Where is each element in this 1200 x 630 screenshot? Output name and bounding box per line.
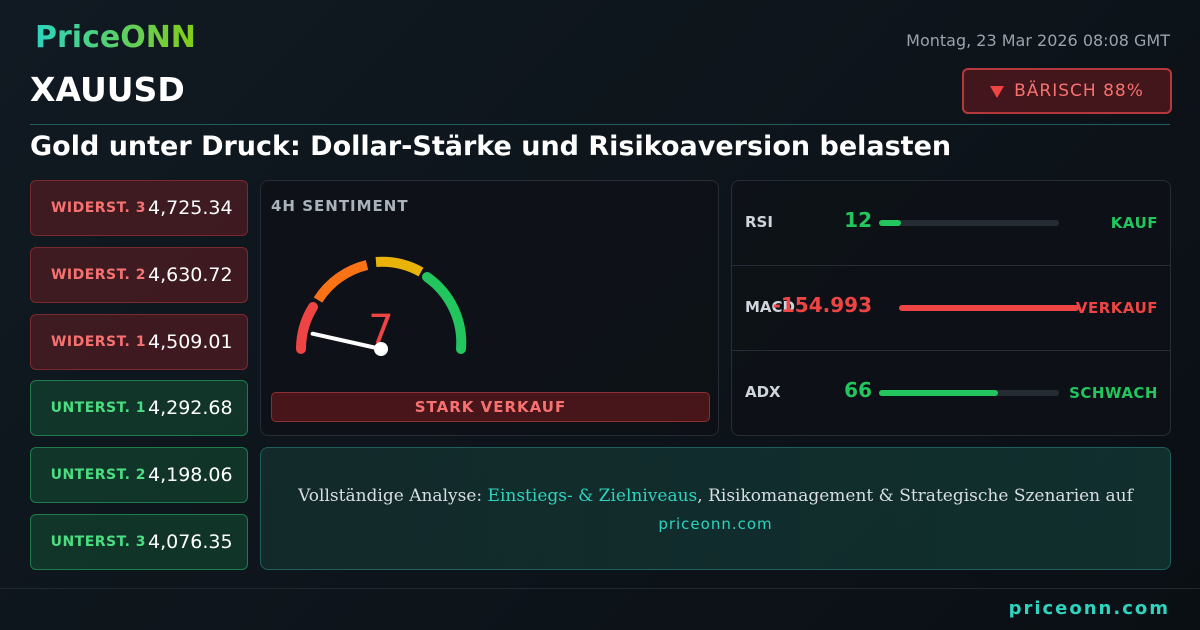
indicator-bar	[899, 305, 1079, 311]
level-label: UNTERST. 3	[50, 534, 146, 550]
indicator-track	[899, 305, 1079, 311]
symbol: XAUUSD	[30, 70, 185, 109]
indicator-track	[879, 390, 1059, 396]
level-label: UNTERST. 1	[50, 400, 146, 417]
level-value: 4,076.35	[148, 531, 233, 553]
sentiment-title: 4H SENTIMENT	[271, 197, 409, 215]
needle-hub	[374, 342, 388, 356]
level-label: WIDERST. 2	[50, 266, 146, 283]
indicator-signal: SCHWACH	[1069, 384, 1158, 402]
indicator-value: 12	[844, 208, 872, 232]
cta-link[interactable]: priceonn.com	[658, 515, 773, 533]
indicator-signal: VERKAUF	[1075, 299, 1158, 317]
indicator-name: ADX	[745, 383, 781, 401]
level-value: 4,198.06	[148, 464, 233, 487]
indicator-row: MACD -154.993 VERKAUF	[731, 265, 1170, 350]
date: Montag, 23 Mar 2026 08:08 GMT	[906, 31, 1170, 50]
cta-prefix: Vollständige Analyse:	[298, 486, 488, 506]
cta-suffix: , Risikomanagement & Strategische Szenar…	[697, 486, 1133, 506]
indicator-name: MACD	[745, 298, 795, 316]
cta-text: Vollständige Analyse: Einstiegs- & Zieln…	[261, 486, 1170, 506]
brand[interactable]: priceonn.com	[1008, 598, 1170, 619]
down-arrow	[990, 86, 1005, 98]
level: WIDERST. 3 4,725.34	[30, 180, 248, 236]
level: WIDERST. 2 4,630.72	[30, 246, 248, 303]
cta: Vollständige Analyse: Einstiegs- & Zieln…	[260, 447, 1171, 570]
indicator-bar	[879, 220, 901, 226]
indicator-value: -154.993	[772, 293, 872, 317]
level: UNTERST. 2 4,198.06	[30, 447, 248, 504]
separator	[0, 588, 1200, 589]
level-label: WIDERST. 1	[50, 333, 146, 350]
level: WIDERST. 1 4,509.01	[30, 313, 248, 370]
headline: Gold unter Druck: Dollar-Stärke und Risi…	[30, 131, 952, 162]
separator	[30, 124, 1170, 125]
logo: PriceONN	[35, 20, 196, 55]
bias-badge: BÄRISCH 88%	[962, 68, 1172, 114]
divider	[731, 265, 1170, 266]
indicator-track	[879, 220, 1059, 226]
verdict: STARK VERKAUF	[271, 392, 710, 422]
needle	[310, 331, 383, 351]
level: UNTERST. 3 4,076.35	[30, 514, 248, 570]
gauge: 7	[296, 256, 467, 356]
level-value: 4,509.01	[148, 330, 233, 353]
indicator-value: 66	[844, 378, 872, 402]
indicator-name: RSI	[745, 213, 773, 231]
cta-highlight: Einstiegs- & Zielniveaus	[487, 486, 698, 506]
indicator-row: RSI 12 KAUF	[731, 180, 1170, 265]
level: UNTERST. 1 4,292.68	[30, 380, 248, 437]
divider	[731, 350, 1170, 351]
sentiment-panel: 4H SENTIMENT 7 STARK VERKAUF	[260, 180, 719, 436]
indicator-row: ADX 66 SCHWACH	[731, 350, 1170, 435]
indicator-bar	[879, 390, 998, 396]
level-label: UNTERST. 2	[50, 467, 146, 484]
level-value: 4,630.72	[148, 263, 233, 286]
indicator-signal: KAUF	[1110, 214, 1158, 232]
level-value: 4,725.34	[148, 197, 233, 219]
bias: BÄRISCH 88%	[1014, 81, 1144, 101]
level-label: WIDERST. 3	[50, 200, 146, 216]
level-value: 4,292.68	[148, 397, 233, 420]
